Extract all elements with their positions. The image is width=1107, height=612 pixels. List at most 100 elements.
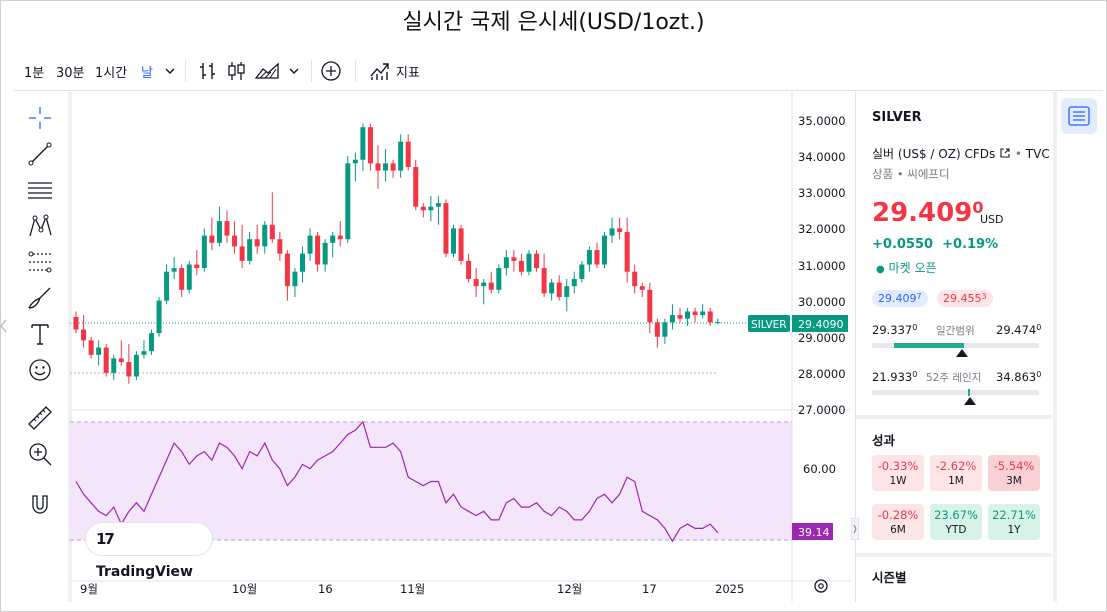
time-tick-label: 10월: [232, 582, 257, 596]
panel-divider: [856, 415, 1052, 419]
watchlist-details-button[interactable]: [1061, 98, 1097, 134]
performance-period: YTD: [945, 524, 967, 536]
performance-6m[interactable]: -0.28% 6M: [872, 504, 924, 540]
day-range-marker-icon: [956, 349, 968, 357]
last-price-fraction: 0: [972, 198, 984, 217]
candle-body: [458, 228, 464, 261]
area-chart-type-icon[interactable]: [254, 60, 280, 82]
candle-body: [586, 250, 592, 265]
horizontal-lines-icon[interactable]: [26, 176, 54, 204]
ask-price-badge: 29.4553: [937, 290, 993, 307]
candle-body: [466, 260, 472, 279]
candle-body: [488, 282, 494, 290]
candle-body: [632, 271, 638, 287]
performance-3m[interactable]: -5.54% 3M: [988, 455, 1040, 491]
symbol-description[interactable]: 실버 (US$ / OZ) CFDs: [872, 147, 996, 161]
candle-body: [171, 268, 177, 272]
collapse-left-arrow-icon[interactable]: [0, 318, 8, 334]
candle-body: [715, 321, 721, 323]
compare-symbol-plus-icon[interactable]: [320, 60, 342, 82]
rsi-level-label: 60.00: [803, 462, 836, 476]
symbol-name[interactable]: SILVER: [872, 110, 922, 125]
interval-30m-button[interactable]: 30분: [56, 66, 85, 81]
candle-body: [541, 268, 547, 294]
day-low: 29.3370: [872, 323, 917, 337]
chart-canvas[interactable]: 35.0000 34.0000 33.0000 32.0000 31.0000 …: [70, 92, 850, 602]
candle-body: [284, 253, 290, 287]
candle-body: [503, 257, 509, 269]
magnet-icon[interactable]: [26, 490, 54, 518]
time-tick-label: 16: [318, 582, 333, 596]
candle-body: [300, 253, 305, 272]
time-tick-label: 12월: [557, 582, 582, 596]
last-price-tag-bg: [792, 315, 848, 332]
text-tool-icon[interactable]: [26, 320, 54, 348]
tradingview-logo[interactable]: 17 TradingView: [86, 523, 212, 580]
interval-dropdown-chevron-icon[interactable]: [164, 65, 176, 77]
candle-body: [654, 322, 660, 337]
performance-1w[interactable]: -0.33% 1W: [872, 455, 924, 491]
emoji-icon[interactable]: [26, 356, 54, 384]
external-link-icon[interactable]: [999, 147, 1011, 159]
ruler-icon[interactable]: [26, 404, 54, 432]
wk52-low-value: 21.933: [872, 370, 913, 384]
fib-retracement-icon[interactable]: [26, 248, 54, 276]
crosshair-icon[interactable]: [26, 104, 54, 132]
trend-line-icon[interactable]: [26, 140, 54, 168]
candle-body: [692, 311, 698, 316]
pattern-tool-icon[interactable]: [26, 212, 54, 240]
candle-body: [375, 163, 381, 171]
toolbar-divider: [311, 60, 312, 82]
price-chart[interactable]: 35.0000 34.0000 33.0000 32.0000 31.0000 …: [70, 92, 850, 602]
bid-price-fraction: 7: [916, 292, 922, 301]
price-tick-label: 34.0000: [798, 150, 846, 164]
candle-body: [677, 315, 683, 319]
candle-body: [322, 242, 328, 265]
day-high: 29.4740: [996, 323, 1041, 337]
performance-period: 1W: [889, 475, 907, 487]
interval-day-button[interactable]: 날: [141, 66, 153, 81]
candle-body: [518, 260, 524, 272]
performance-1m[interactable]: -2.62% 1M: [930, 455, 982, 491]
interval-1m-button[interactable]: 1분: [24, 66, 45, 81]
candle-body: [126, 362, 132, 377]
wk52-range-label: 52주 레인지: [926, 372, 982, 384]
candle-body: [662, 322, 668, 337]
chart-settings-gear-icon[interactable]: [814, 579, 828, 593]
indicators-icon[interactable]: [369, 60, 391, 82]
brush-icon[interactable]: [26, 284, 54, 312]
candle-body: [564, 286, 570, 298]
day-high-fraction: 0: [1036, 323, 1042, 332]
tradingview-logo-text: TradingView: [96, 564, 193, 580]
performance-1y[interactable]: 22.71% 1Y: [988, 504, 1040, 540]
performance-value: -0.28%: [877, 508, 919, 522]
drawing-toolbar: [14, 92, 72, 602]
candle-body: [254, 239, 260, 247]
candle-body: [262, 224, 268, 247]
details-list-icon: [1068, 106, 1090, 126]
candles-series: [73, 123, 721, 384]
day-range-fill: [894, 343, 964, 348]
seasonals-title: 시즌별: [872, 570, 907, 585]
candle-body: [269, 224, 275, 240]
ask-price: 29.455: [943, 292, 982, 305]
candle-body: [216, 221, 222, 243]
candle-body: [609, 228, 615, 236]
candle-body: [201, 235, 207, 269]
market-open-dot-icon: ●: [876, 264, 885, 275]
zoom-in-icon[interactable]: [26, 440, 54, 468]
indicators-button[interactable]: 지표: [396, 66, 420, 81]
price-change: +0.0550: [872, 237, 934, 252]
candles-chart-type-icon[interactable]: [227, 60, 247, 82]
time-tick-label: 9월: [80, 582, 98, 596]
chart-type-dropdown-chevron-icon[interactable]: [288, 65, 300, 77]
price-currency: USD: [980, 213, 1004, 226]
wk52-high-value: 34.863: [996, 370, 1037, 384]
panel-collapse-handle-icon[interactable]: [851, 518, 859, 540]
wk52-high-fraction: 0: [1036, 370, 1042, 379]
bar-chart-type-icon[interactable]: [198, 60, 218, 82]
performance-ytd[interactable]: 23.67% YTD: [930, 504, 982, 540]
candle-body: [345, 163, 351, 240]
candle-body: [647, 289, 653, 323]
interval-1h-button[interactable]: 1시간: [95, 66, 128, 81]
